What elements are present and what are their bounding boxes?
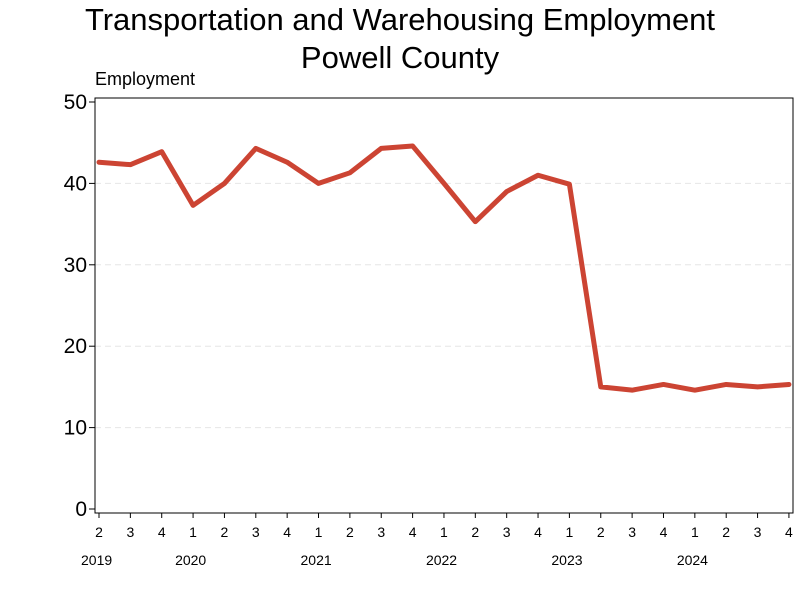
x-year-label: 2020: [175, 552, 206, 568]
data-point: [284, 160, 290, 165]
data-point: [755, 384, 760, 390]
x-year-label: 2023: [551, 552, 582, 568]
y-tick-label: 0: [75, 498, 87, 521]
data-point: [316, 181, 321, 186]
y-tick-label: 10: [64, 417, 87, 440]
x-quarter-label: 1: [440, 524, 448, 540]
data-point: [441, 181, 447, 186]
chart-title: Transportation and Warehousing Employmen…: [85, 2, 715, 37]
data-point: [379, 146, 384, 151]
data-point: [724, 382, 729, 387]
data-point: [661, 382, 666, 387]
x-year-label: 2022: [426, 552, 457, 568]
x-year-label: 2024: [677, 552, 708, 568]
y-tick-label: 40: [64, 172, 87, 195]
x-quarter-label: 4: [785, 524, 793, 540]
y-tick-label: 50: [64, 91, 87, 114]
x-quarter-label: 1: [189, 524, 197, 540]
data-point: [222, 181, 227, 186]
x-quarter-label: 1: [315, 524, 323, 540]
plot-frame: [94, 97, 794, 514]
x-quarter-label: 2: [471, 524, 479, 540]
x-quarter-label: 4: [158, 524, 166, 540]
x-quarter-label: 4: [534, 524, 542, 540]
data-point: [410, 143, 415, 149]
data-point: [629, 387, 635, 393]
x-quarter-label: 4: [409, 524, 417, 540]
x-quarter-label: 2: [221, 524, 229, 540]
gridlines: [95, 182, 793, 429]
x-quarter-label: 3: [628, 524, 636, 540]
data-point: [96, 160, 102, 165]
data-point: [786, 382, 792, 387]
x-axis: 2 3 4 1 2 3 4 1 2 3 4 1 2 3 4 1 2 3 4 1 2 3 4 2019 2020 2021 2022 2…: [81, 513, 793, 568]
x-quarter-label: 1: [691, 524, 699, 540]
data-point: [347, 170, 353, 176]
series-group: [96, 143, 792, 393]
data-point: [473, 219, 478, 224]
data-point: [190, 203, 196, 208]
x-quarter-label: 4: [660, 524, 668, 540]
data-point: [692, 387, 698, 393]
data-point: [159, 149, 164, 154]
data-point: [598, 384, 603, 390]
x-year-label: 2021: [301, 552, 332, 568]
x-quarter-label: 1: [566, 524, 574, 540]
data-point: [128, 162, 133, 167]
y-axis-label: Employment: [95, 69, 195, 89]
chart-subtitle: Powell County: [301, 40, 500, 75]
x-quarter-label: 3: [377, 524, 385, 540]
y-axis: 0 10 20 30 40 50: [64, 91, 95, 521]
x-quarter-label: 2: [597, 524, 605, 540]
x-quarter-label: 2: [346, 524, 354, 540]
data-point: [504, 189, 509, 194]
y-tick-label: 20: [64, 335, 87, 358]
y-tick-label: 30: [64, 254, 87, 277]
x-quarter-label: 2: [95, 524, 103, 540]
x-quarter-label: 3: [126, 524, 134, 540]
x-quarter-label: 3: [754, 524, 762, 540]
x-quarter-label: 3: [252, 524, 260, 540]
data-point: [535, 173, 541, 178]
x-year-label: 2019: [81, 552, 112, 568]
data-point: [567, 182, 572, 187]
x-quarter-label: 3: [503, 524, 511, 540]
data-point: [253, 146, 258, 151]
x-quarter-label: 2: [722, 524, 730, 540]
x-quarter-label: 4: [283, 524, 291, 540]
